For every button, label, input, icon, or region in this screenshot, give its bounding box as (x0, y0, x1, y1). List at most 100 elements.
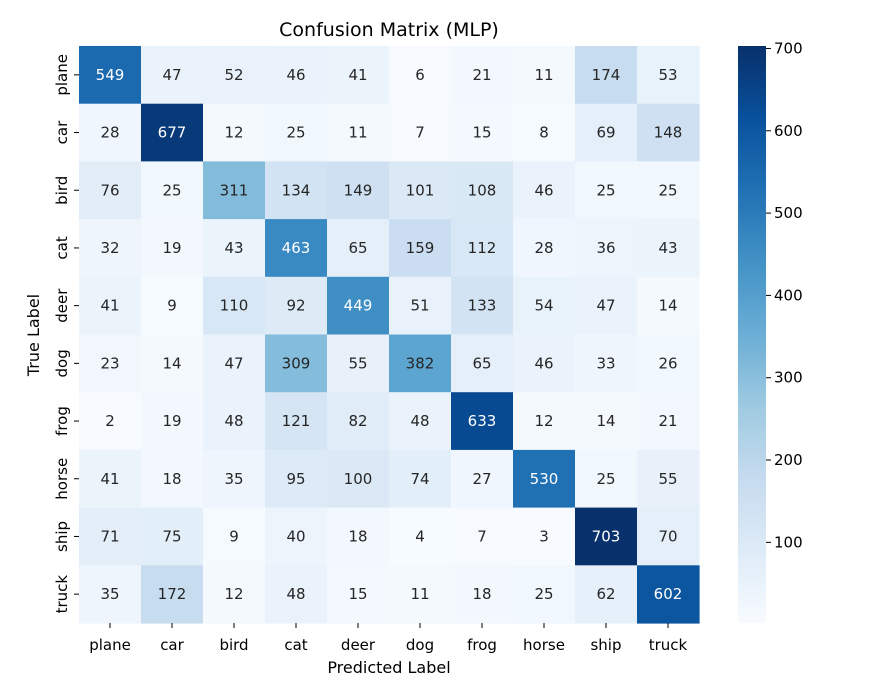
cell-value-cat-car: 19 (162, 239, 181, 257)
heatmap-cell-truck-bird (203, 565, 266, 624)
cell-value-frog-frog: 633 (468, 412, 497, 430)
heatmap-cell-dog-plane (79, 334, 142, 393)
heatmap-cell-frog-bird (203, 392, 266, 451)
cell-value-bird-cat: 134 (282, 181, 311, 199)
heatmap-cell-frog-frog (451, 392, 514, 451)
cell-value-car-frog: 15 (472, 124, 491, 142)
y-tick-label-deer: deer (53, 288, 71, 323)
cell-value-frog-plane: 2 (105, 412, 115, 430)
heatmap-cell-plane-frog (451, 46, 514, 105)
cell-value-cat-ship: 36 (596, 239, 615, 257)
heatmap-cell-horse-dog (389, 449, 452, 509)
cell-value-dog-ship: 33 (596, 354, 615, 372)
cell-value-truck-frog: 18 (472, 585, 491, 603)
heatmap-cell-plane-truck (637, 46, 700, 105)
y-axis: plane car bird cat deer dog frog horse ship truck (53, 54, 79, 613)
cell-value-frog-horse: 12 (534, 412, 553, 430)
y-tick-label-truck: truck (53, 575, 71, 614)
cell-value-car-truck: 148 (654, 124, 683, 142)
cell-value-deer-plane: 41 (100, 297, 119, 315)
cell-value-bird-bird: 311 (220, 181, 249, 199)
x-tick-label-horse: horse (523, 636, 565, 654)
heatmap-cell-dog-horse (513, 334, 576, 393)
cell-value-horse-truck: 55 (658, 470, 677, 488)
cell-value-frog-car: 19 (162, 412, 181, 430)
cell-value-horse-bird: 35 (224, 470, 243, 488)
x-tick-label-car: car (160, 636, 184, 654)
heatmap-cell-deer-horse (513, 276, 576, 336)
heatmap-cell-dog-cat (265, 334, 328, 393)
heatmap-cell-plane-bird (203, 46, 266, 105)
y-tick-label-car: car (53, 120, 71, 144)
cell-value-car-cat: 25 (286, 124, 305, 142)
cell-value-truck-plane: 35 (100, 585, 119, 603)
cell-value-bird-plane: 76 (100, 181, 119, 199)
heatmap-cell-frog-truck (637, 392, 700, 451)
cell-value-dog-car: 14 (162, 354, 181, 372)
cell-value-plane-plane: 549 (96, 66, 125, 84)
cell-value-horse-dog: 74 (410, 470, 429, 488)
heatmap-cell-plane-cat (265, 46, 328, 105)
cell-value-ship-truck: 70 (658, 527, 677, 545)
heatmap-cell-plane-deer (327, 46, 390, 105)
heatmap-cell-cat-deer (327, 219, 390, 278)
heatmap-cell-dog-deer (327, 334, 390, 393)
cell-value-plane-frog: 21 (472, 66, 491, 84)
colorbar-tick-label-100: 100 (774, 533, 803, 551)
heatmap-cell-deer-car (141, 276, 204, 336)
heatmap-cell-car-deer (327, 103, 390, 162)
heatmap-cell-truck-frog (451, 565, 514, 624)
cell-value-cat-plane: 32 (100, 239, 119, 257)
heatmap-cell-ship-frog (451, 507, 514, 566)
cell-value-deer-dog: 51 (410, 297, 429, 315)
heatmap-cell-bird-horse (513, 161, 576, 220)
x-tick-label-cat: cat (284, 636, 307, 654)
cell-value-dog-bird: 47 (224, 354, 243, 372)
heatmap-cell-horse-bird (203, 449, 266, 509)
heatmap-cell-ship-dog (389, 507, 452, 566)
cell-value-truck-bird: 12 (224, 585, 243, 603)
cell-value-truck-ship: 62 (596, 585, 615, 603)
heatmap-cell-deer-deer (327, 276, 390, 336)
heatmap-cell-bird-ship (575, 161, 638, 220)
heatmap-cell-horse-deer (327, 449, 390, 509)
cell-value-ship-car: 75 (162, 527, 181, 545)
heatmap-cell-ship-car (141, 507, 204, 566)
y-tick-label-plane: plane (53, 54, 71, 96)
heatmap-cell-plane-plane (79, 46, 142, 105)
cell-value-cat-frog: 112 (468, 239, 497, 257)
heatmap-cell-plane-ship (575, 46, 638, 105)
heatmap-cell-horse-car (141, 449, 204, 509)
cell-value-car-dog: 7 (415, 124, 425, 142)
heatmap-cell-frog-cat (265, 392, 328, 451)
heatmap-cell-horse-horse (513, 449, 576, 509)
y-tick-label-bird: bird (53, 176, 71, 205)
cell-value-frog-cat: 121 (282, 412, 311, 430)
cell-value-deer-deer: 449 (344, 297, 373, 315)
heatmap-cell-truck-horse (513, 565, 576, 624)
cell-value-truck-car: 172 (158, 585, 187, 603)
cell-value-plane-truck: 53 (658, 66, 677, 84)
heatmap-cell-car-horse (513, 103, 576, 162)
cell-value-cat-dog: 159 (406, 239, 435, 257)
heatmap-cell-cat-bird (203, 219, 266, 278)
cell-value-car-deer: 11 (348, 124, 367, 142)
heatmap-cell-truck-ship (575, 565, 638, 624)
cell-value-truck-horse: 25 (534, 585, 553, 603)
cell-value-truck-truck: 602 (654, 585, 683, 603)
cell-value-horse-deer: 100 (344, 470, 373, 488)
colorbar-tick-label-500: 500 (774, 204, 803, 222)
cell-value-car-ship: 69 (596, 124, 615, 142)
x-axis-label: Predicted Label (327, 658, 450, 677)
colorbar-ticks: 100 200 300 400 500 600 700 (766, 39, 803, 551)
heatmap-cell-bird-truck (637, 161, 700, 220)
y-tick-label-cat: cat (53, 236, 71, 259)
cell-value-plane-ship: 174 (592, 66, 621, 84)
heatmap-cell-cat-cat (265, 219, 328, 278)
cell-value-frog-ship: 14 (596, 412, 615, 430)
cell-value-deer-frog: 133 (468, 297, 497, 315)
heatmap-cell-horse-plane (79, 449, 142, 509)
heatmap-cell-cat-plane (79, 219, 142, 278)
